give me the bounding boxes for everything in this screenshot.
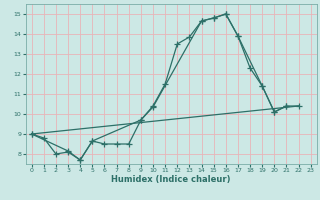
X-axis label: Humidex (Indice chaleur): Humidex (Indice chaleur) [111,175,231,184]
